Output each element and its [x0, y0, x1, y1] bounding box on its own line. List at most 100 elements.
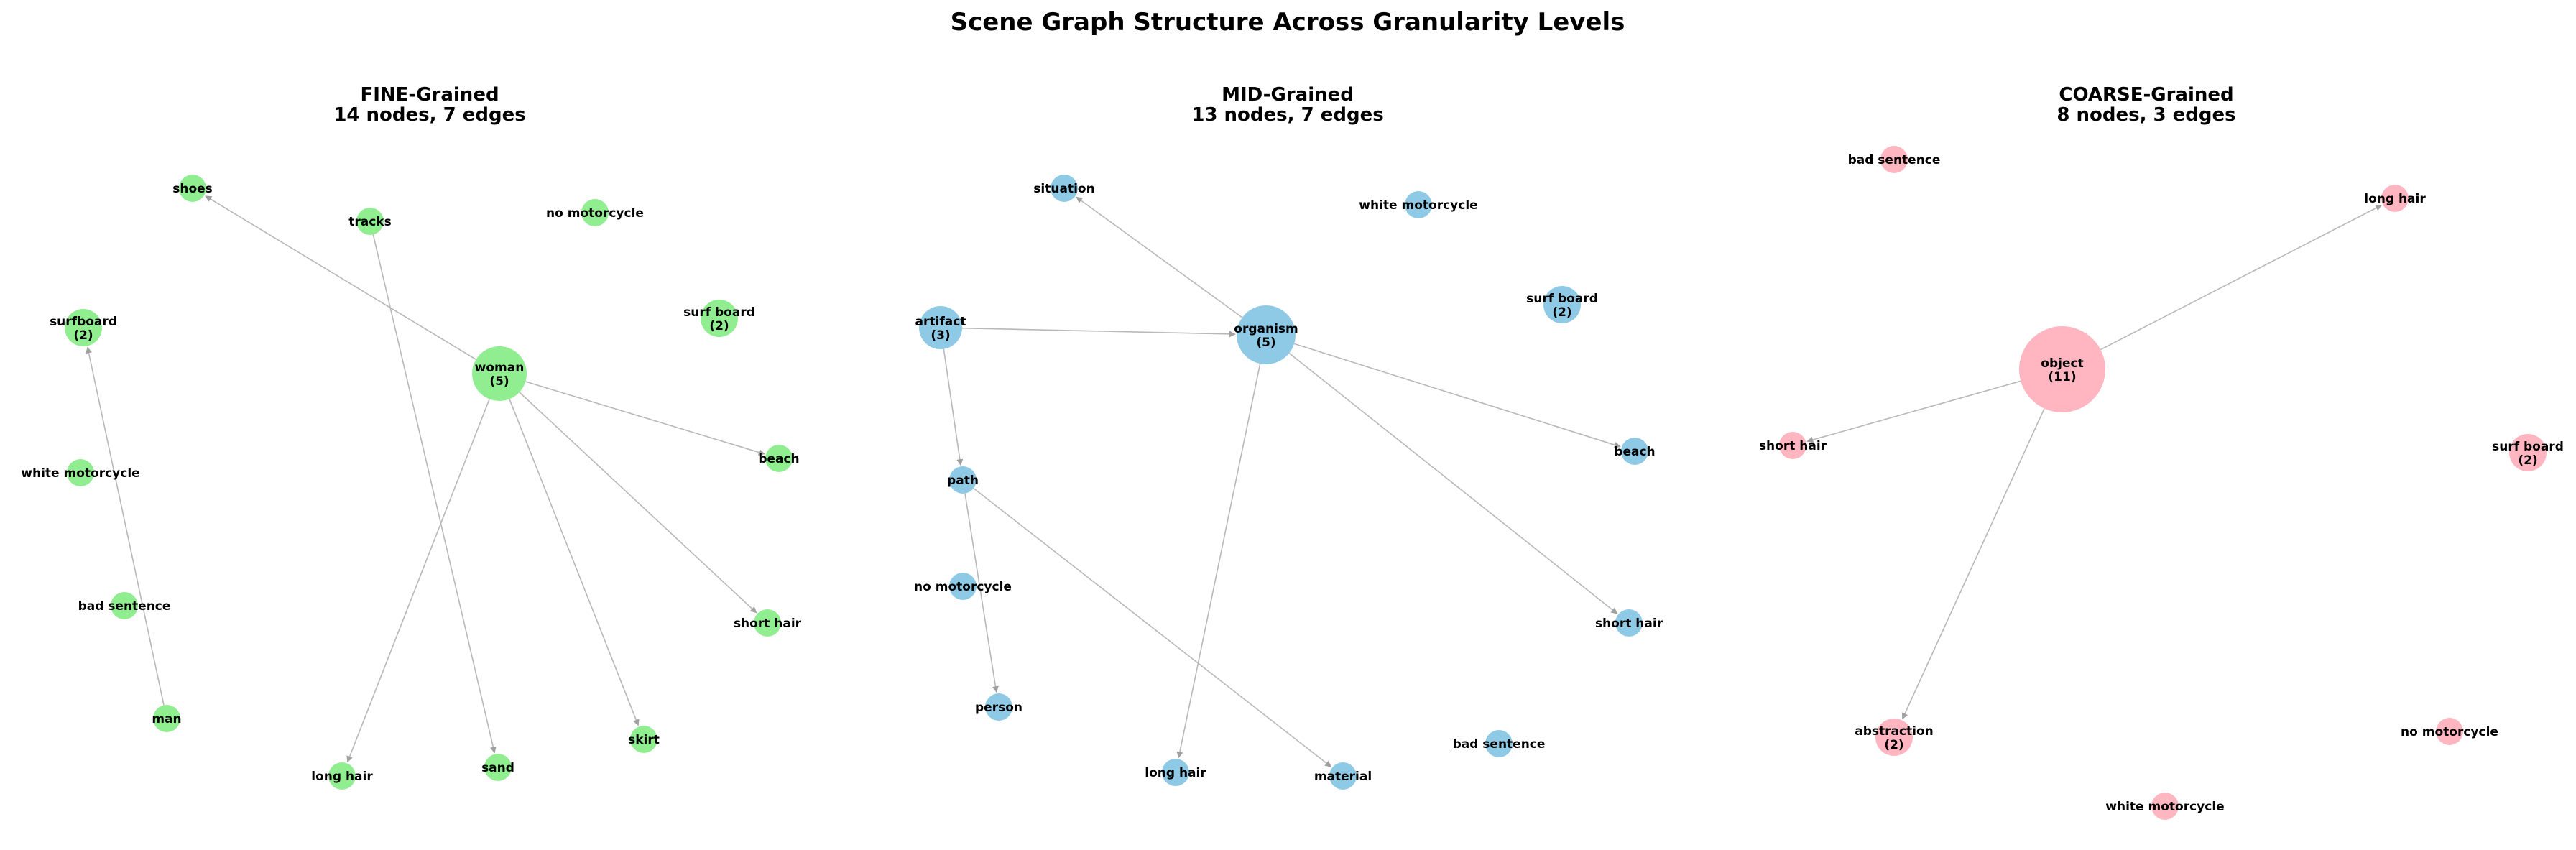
node-label: abstraction (2): [1855, 724, 1934, 752]
node-label: beach: [758, 452, 799, 466]
node-label: white motorcycle: [21, 466, 139, 481]
panel-subtitle: 8 nodes, 3 edges: [2056, 104, 2235, 126]
node-no-motorcycle: no motorcycle: [2401, 718, 2498, 745]
node-surf-board: surf board (2): [683, 300, 755, 337]
node-surf-board: surf board (2): [1526, 286, 1598, 323]
node-layer: situation white motorcycle surf board (2) ar…: [914, 175, 1663, 790]
node-label: skirt: [628, 733, 660, 747]
panel-title: FINE-Grained: [360, 84, 499, 106]
node-circle: [1543, 286, 1581, 323]
node-label: long hair: [311, 770, 373, 784]
edge-organism-to-beach: [1293, 343, 1621, 448]
node-surfboard: surfboard (2): [50, 309, 117, 346]
node-circle: [328, 762, 356, 790]
node-circle: [2381, 185, 2409, 212]
edge-path-to-material: [973, 488, 1332, 767]
node-long-hair: long hair: [1145, 759, 1206, 786]
node-organism: organism (5): [1234, 305, 1298, 364]
node-circle: [765, 445, 793, 472]
node-label: short hair: [1595, 616, 1663, 631]
node-label: short hair: [734, 616, 802, 631]
node-shoes: shoes: [172, 175, 213, 202]
edge-layer: [943, 196, 1621, 767]
edge-woman-to-skirt: [509, 399, 640, 726]
node-abstraction: abstraction (2): [1855, 719, 1934, 756]
node-circle: [472, 346, 527, 401]
node-label: material: [1314, 770, 1372, 784]
node-label: surfboard (2): [50, 315, 117, 343]
node-artifact: artifact (3): [915, 306, 966, 349]
edge-tracks-to-sand: [372, 234, 497, 754]
node-skirt: skirt: [628, 726, 660, 753]
node-long-hair: long hair: [2364, 185, 2426, 212]
node-circle: [1621, 438, 1648, 465]
node-bad-sentence: bad sentence: [1453, 730, 1546, 757]
node-circle: [1405, 191, 1432, 218]
node-label: bad sentence: [1453, 737, 1546, 752]
node-label: person: [975, 701, 1022, 715]
node-circle: [1615, 609, 1643, 637]
node-beach: beach: [1614, 438, 1656, 465]
node-label: no motorcycle: [914, 580, 1012, 594]
node-label: path: [947, 473, 979, 488]
node-label: bad sentence: [78, 599, 171, 614]
figure-title: Scene Graph Structure Across Granularity…: [951, 8, 1625, 37]
node-label: surf board (2): [2492, 440, 2564, 468]
node-circle: [356, 208, 384, 235]
node-label: object (11): [2041, 356, 2083, 384]
node-label: beach: [1614, 445, 1655, 459]
edge-object-to-short-hair: [1806, 380, 2021, 443]
node-label: situation: [1033, 182, 1094, 196]
edge-woman-to-beach: [525, 381, 765, 456]
node-no-motorcycle: no motorcycle: [914, 573, 1012, 600]
node-circle: [701, 300, 738, 337]
node-circle: [949, 466, 977, 494]
node-white-motorcycle: white motorcycle: [21, 459, 140, 486]
node-circle: [153, 705, 180, 732]
node-label: artifact (3): [915, 315, 966, 343]
node-path: path: [947, 466, 979, 494]
node-sand: sand: [481, 754, 514, 781]
node-circle: [65, 309, 102, 346]
node-label: man: [152, 712, 181, 726]
node-circle: [484, 754, 512, 781]
node-short-hair: short hair: [1759, 432, 1827, 459]
node-long-hair: long hair: [311, 762, 373, 790]
node-layer: bad sentence long hair object (11) short hai…: [1759, 146, 2564, 820]
node-label: white motorcycle: [2105, 800, 2224, 814]
node-beach: beach: [758, 445, 800, 472]
node-layer: shoes tracks no motorcycle surfboard (2) surf…: [21, 175, 802, 790]
node-circle: [985, 693, 1012, 721]
node-circle: [919, 306, 962, 349]
node-circle: [67, 459, 94, 486]
panel-subtitle: 13 nodes, 7 edges: [1191, 104, 1383, 126]
node-circle: [2019, 326, 2105, 412]
edge-woman-to-short-hair: [519, 392, 757, 614]
node-circle: [1329, 762, 1357, 790]
node-object: object (11): [2019, 326, 2105, 412]
edge-path-to-person: [964, 493, 999, 693]
node-circle: [1880, 146, 1908, 173]
node-circle: [1237, 305, 1296, 364]
edge-organism-to-long-hair: [1176, 363, 1261, 759]
edge-object-to-long-hair: [2100, 204, 2383, 351]
node-label: no motorcycle: [546, 206, 644, 221]
edge-artifact-to-path: [943, 348, 964, 466]
node-circle: [754, 609, 781, 637]
node-woman: woman (5): [472, 346, 527, 401]
edge-organism-to-short-hair: [1288, 352, 1618, 614]
node-circle: [111, 592, 138, 619]
node-circle: [1162, 759, 1189, 786]
edge-organism-to-situation: [1076, 196, 1243, 318]
node-circle: [1875, 719, 1913, 756]
edge-woman-to-shoes: [205, 195, 476, 361]
node-label: long hair: [2364, 192, 2426, 206]
node-label: short hair: [1759, 439, 1827, 453]
node-circle: [630, 726, 657, 753]
node-label: long hair: [1145, 766, 1206, 780]
node-tracks: tracks: [348, 208, 392, 235]
panel-subtitle: 14 nodes, 7 edges: [333, 104, 525, 126]
node-circle: [1779, 432, 1806, 459]
node-circle: [2436, 718, 2463, 745]
